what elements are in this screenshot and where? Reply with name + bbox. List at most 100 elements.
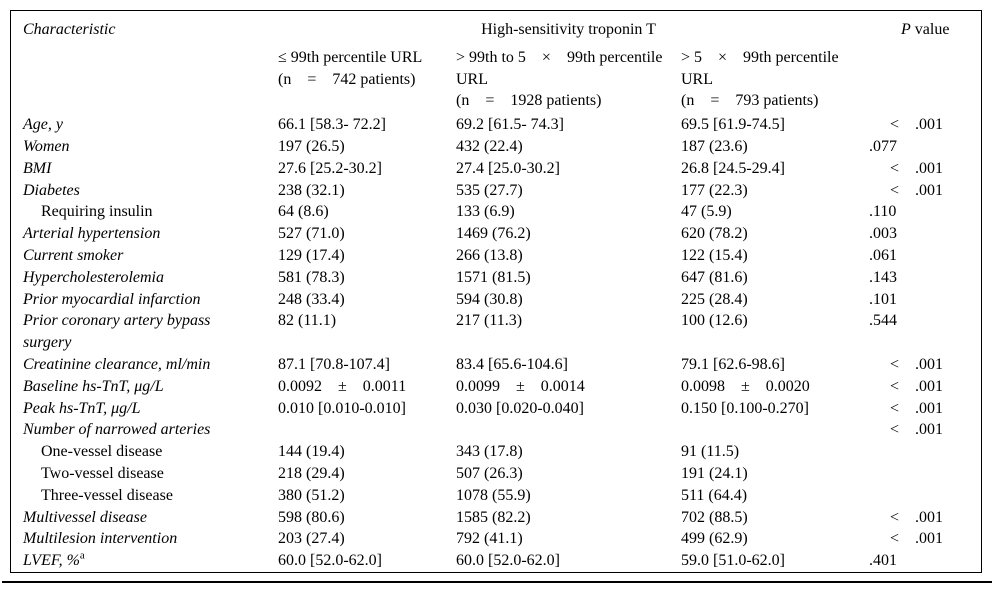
p-value-cell: .110: [869, 203, 897, 221]
p-value-cell: < .001: [859, 180, 981, 202]
p-value-cell: < .001: [859, 398, 981, 420]
table-row: One-vessel disease 144 (19.4) 343 (17.8) 91…: [11, 441, 981, 463]
data-cell: 792 (41.1): [456, 530, 523, 548]
p-value-cell: < .001: [859, 158, 981, 180]
table-row: Multilesion intervention 203 (27.4) 792 (4…: [11, 528, 981, 550]
table-row: Age, y 66.1 [58.3- 72.2] 69.2 [61.5- 74.3]…: [11, 112, 981, 136]
p-value-text: .001: [915, 355, 944, 373]
table-row: Number of narrowed arteries < .001: [11, 419, 981, 441]
data-cell: 60.0 [52.0-62.0]: [278, 552, 382, 570]
data-cell: 59.0 [51.0-62.0]: [681, 552, 785, 570]
data-cell: 511 (64.4): [681, 486, 748, 504]
table-row: Three-vessel disease 380 (51.2) 1078 (55.9…: [11, 485, 981, 507]
p-value-cell: < .001: [859, 419, 981, 441]
p-value-cell: .061: [869, 246, 898, 264]
data-cell: 79.1 [62.6-98.6]: [681, 355, 785, 373]
data-cell: 203 (27.4): [278, 530, 345, 548]
data-cell: 1571 (81.5): [456, 268, 531, 286]
data-cell: 217 (11.3): [456, 312, 523, 330]
row-label: BMI: [11, 158, 278, 180]
row-label: Multilesion intervention: [11, 528, 278, 550]
p-value-cell: < .001: [859, 507, 981, 529]
p-value-cell: .077: [869, 137, 898, 155]
p-value-text: .001: [915, 181, 944, 199]
data-cell: 47 (5.9): [681, 203, 732, 221]
data-cell: 27.6 [25.2-30.2]: [278, 159, 382, 177]
p-value-cell: [859, 485, 981, 507]
less-than-sign: <: [890, 377, 900, 395]
row-label: Current smoker: [11, 245, 278, 267]
data-cell: 581 (78.3): [278, 268, 345, 286]
p-value-cell: .401: [869, 552, 898, 570]
data-cell: 594 (30.8): [456, 290, 523, 308]
column-header-characteristic: Characteristic: [23, 21, 116, 38]
data-cell: 0.150 [0.100-0.270]: [681, 399, 809, 417]
row-label-text: Three-vessel disease: [41, 486, 173, 504]
data-cell: 83.4 [65.6-104.6]: [456, 355, 568, 373]
data-cell: [681, 419, 859, 441]
data-cell: 343 (17.8): [456, 443, 523, 461]
data-cell: 91 (11.5): [681, 443, 740, 461]
table-row: Hypercholesterolemia 581 (78.3) 1571 (81.5…: [11, 267, 981, 289]
row-label: Creatinine clearance, ml/min: [11, 354, 278, 376]
data-cell: 197 (26.5): [278, 137, 345, 155]
p-value-cell: < .001: [859, 528, 981, 550]
data-cell: 620 (78.2): [681, 225, 748, 243]
data-cell: 0.0092 ± 0.0011: [278, 377, 407, 395]
row-label-text: Number of narrowed arteries: [23, 421, 211, 439]
data-cell: 27.4 [25.0-30.2]: [456, 159, 560, 177]
table-row: Arterial hypertension 527 (71.0) 1469 (76.…: [11, 223, 981, 245]
p-value-cell: .544: [869, 312, 898, 330]
p-value-cell: < .001: [859, 354, 981, 376]
row-label-text: LVEF, %: [23, 552, 80, 570]
less-than-sign: <: [890, 159, 900, 177]
data-cell: 507 (26.3): [456, 464, 523, 482]
data-cell: 380 (51.2): [278, 486, 345, 504]
data-cell: 702 (88.5): [681, 508, 748, 526]
data-cell: 69.2 [61.5- 74.3]: [456, 116, 564, 134]
data-cell: 100 (12.6): [681, 312, 748, 330]
row-label-text: Arterial hypertension: [23, 225, 161, 243]
p-value-cell: [859, 441, 981, 463]
row-label-text: Two-vessel disease: [41, 464, 164, 482]
row-label-text: Prior myocardial infarction: [23, 290, 201, 308]
row-label-text: Creatinine clearance, ml/min: [23, 355, 211, 373]
header-row: Characteristic High-sensitivity troponin…: [11, 11, 981, 41]
p-value-cell: .003: [869, 225, 898, 243]
less-than-sign: <: [890, 530, 900, 548]
data-cell: 535 (27.7): [456, 181, 523, 199]
data-cell: 82 (11.1): [278, 312, 337, 330]
data-cell: [456, 419, 681, 441]
data-cell: 218 (29.4): [278, 464, 345, 482]
row-label: LVEF, %a: [11, 550, 278, 572]
row-label-text: Hypercholesterolemia: [23, 268, 164, 286]
data-cell: 64 (8.6): [278, 203, 329, 221]
table-row: Prior myocardial infarction 248 (33.4) 594…: [11, 289, 981, 311]
p-header-italic: P: [901, 21, 911, 38]
data-cell: 248 (33.4): [278, 290, 345, 308]
data-cell: 191 (24.1): [681, 464, 748, 482]
group-header-troponin: High-sensitivity troponin T: [481, 21, 656, 38]
data-cell: 527 (71.0): [278, 225, 345, 243]
data-cell: 66.1 [58.3- 72.2]: [278, 116, 386, 134]
data-cell: 0.030 [0.020-0.040]: [456, 399, 584, 417]
p-value-text: .001: [915, 508, 944, 526]
row-label-text: BMI: [23, 159, 52, 177]
row-label-text: Peak hs-TnT, μg/L: [23, 399, 141, 417]
table-row: LVEF, %a 60.0 [52.0-62.0] 60.0 [52.0-62.0]…: [11, 550, 981, 572]
row-label: Prior myocardial infarction: [11, 289, 278, 311]
data-cell: 144 (19.4): [278, 443, 345, 461]
table-row: Prior coronary artery bypass surgery 82 (…: [11, 310, 981, 354]
less-than-sign: <: [890, 181, 900, 199]
data-cell: 0.0098 ± 0.0020: [681, 377, 810, 395]
subheader-spacer-left: [11, 41, 278, 112]
row-label: Arterial hypertension: [11, 223, 278, 245]
row-label: Two-vessel disease: [11, 463, 278, 485]
data-cell: 598 (80.6): [278, 508, 345, 526]
data-cell: 187 (23.6): [681, 137, 748, 155]
table-row: Peak hs-TnT, μg/L 0.010 [0.010-0.010] 0.03…: [11, 398, 981, 420]
data-cell: 647 (81.6): [681, 268, 748, 286]
table-body: Age, y 66.1 [58.3- 72.2] 69.2 [61.5- 74.3]…: [11, 112, 981, 572]
p-value-cell: [859, 463, 981, 485]
